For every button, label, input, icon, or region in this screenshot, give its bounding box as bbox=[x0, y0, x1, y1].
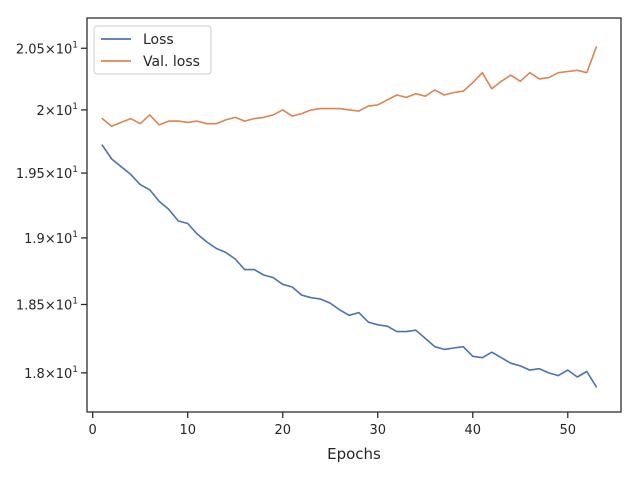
y-tick-label: 2.05×101 bbox=[16, 40, 78, 57]
plot-frame bbox=[86, 17, 622, 413]
x-tick-label: 50 bbox=[560, 423, 577, 438]
x-tick-label: 0 bbox=[89, 423, 97, 438]
legend-label: Val. loss bbox=[143, 54, 200, 70]
plot-area bbox=[86, 17, 622, 413]
y-axis: 1.8×101 1.85×101 1.9×101 1.95×101 2×101 2.05×… bbox=[16, 40, 87, 382]
x-axis: 0 10 20 30 40 50 bbox=[89, 412, 577, 438]
x-tick-label: 40 bbox=[464, 423, 481, 438]
legend: Loss Val. loss bbox=[93, 25, 212, 75]
y-tick-label: 1.85×101 bbox=[16, 296, 78, 313]
legend-box bbox=[93, 25, 212, 75]
y-tick-label: 1.8×101 bbox=[24, 365, 78, 382]
x-tick-label: 20 bbox=[274, 423, 291, 438]
y-tick-label: 1.95×101 bbox=[16, 165, 78, 182]
y-tick-label: 1.9×101 bbox=[24, 230, 78, 247]
y-tick-label: 2×101 bbox=[37, 102, 78, 119]
series-layer bbox=[101, 46, 598, 388]
legend-label: Loss bbox=[143, 32, 174, 48]
series-line-val-loss bbox=[101, 46, 598, 127]
series-line-loss bbox=[101, 144, 598, 388]
x-axis-label: Epochs bbox=[327, 445, 381, 463]
x-tick-label: 10 bbox=[179, 423, 196, 438]
x-tick-label: 30 bbox=[369, 423, 386, 438]
